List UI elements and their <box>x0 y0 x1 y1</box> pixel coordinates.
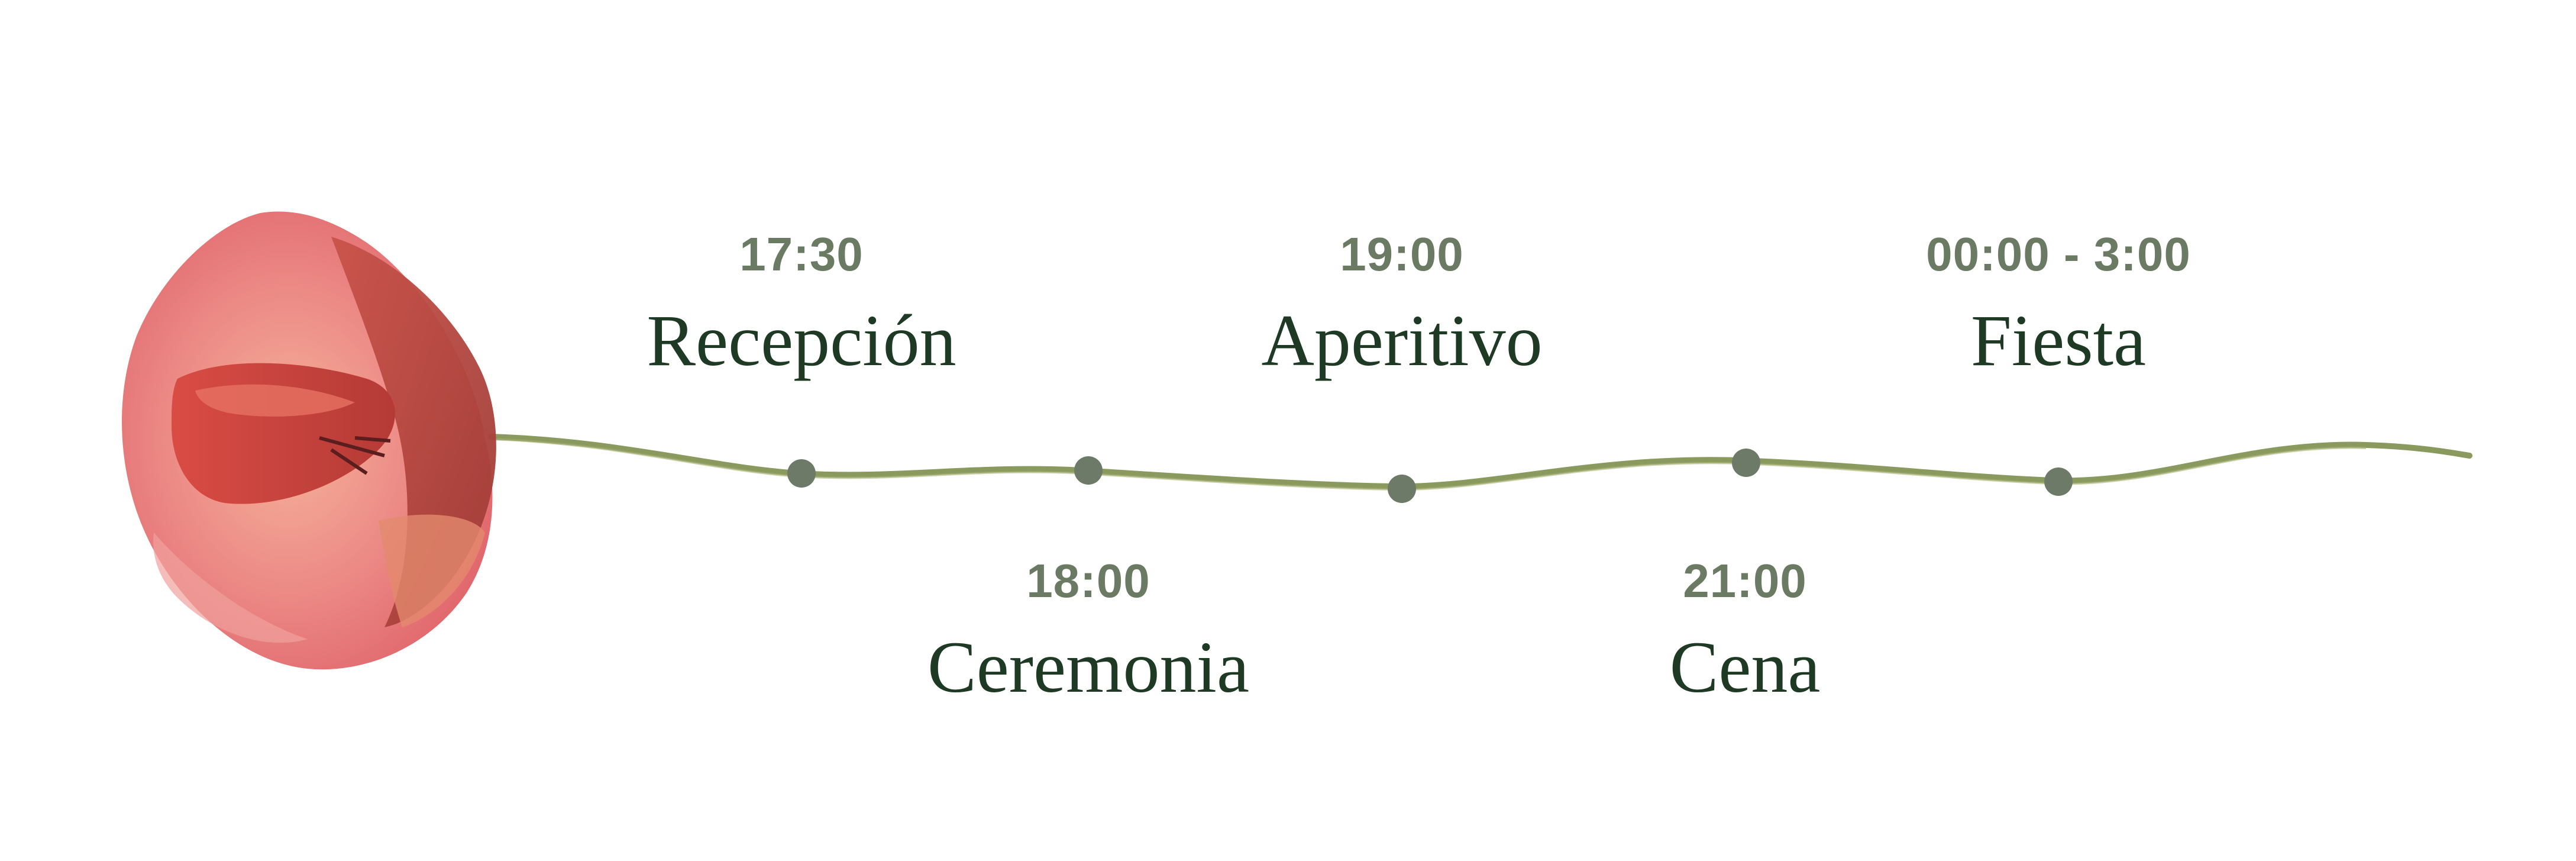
event-cena: 21:00 Cena <box>1479 554 2011 710</box>
timeline-dot-2 <box>1074 456 1103 485</box>
event-name: Aperitivo <box>1261 300 1543 381</box>
event-time: 18:00 <box>1026 554 1150 607</box>
event-time: 17:30 <box>739 228 864 280</box>
event-ceremonia: 18:00 Ceremonia <box>822 554 1355 710</box>
event-time: 19:00 <box>1340 228 1464 280</box>
event-time: 21:00 <box>1683 554 1807 607</box>
poppy-flower-icon <box>122 211 496 670</box>
timeline-dot-5 <box>2044 467 2073 496</box>
event-time: 00:00 - 3:00 <box>1926 228 2191 280</box>
timeline-dot-1 <box>787 459 816 488</box>
timeline-dot-4 <box>1732 449 1760 477</box>
event-name: Cena <box>1669 627 1821 708</box>
timeline-dot-3 <box>1388 475 1416 503</box>
event-aperitivo: 19:00 Aperitivo <box>1136 228 1668 383</box>
stem-line <box>488 434 2472 490</box>
event-fiesta: 00:00 - 3:00 Fiesta <box>1792 228 2325 383</box>
event-name: Fiesta <box>1970 300 2147 381</box>
event-recepcion: 17:30 Recepción <box>535 228 1068 383</box>
event-name: Ceremonia <box>927 627 1249 708</box>
event-name: Recepción <box>647 300 956 381</box>
